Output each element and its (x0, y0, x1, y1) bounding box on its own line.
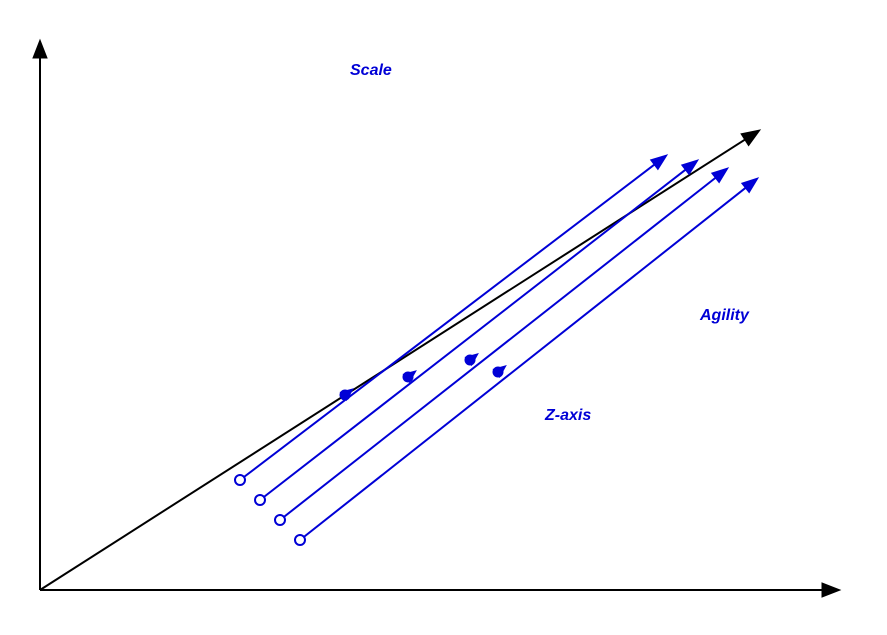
diagonal-arrows (235, 165, 745, 545)
x-label: Agility (699, 307, 750, 324)
arrow-line-3 (300, 188, 745, 540)
axes (40, 58, 822, 590)
y-label: Scale (350, 62, 392, 79)
arrow-line-1 (260, 170, 685, 500)
arrow-line-0 (240, 165, 654, 480)
z-label: Z-axis (544, 407, 591, 424)
arrow-start-2 (275, 515, 285, 525)
arrow-line-2 (280, 178, 715, 520)
arrow-start-1 (255, 495, 265, 505)
arrow-start-3 (295, 535, 305, 545)
arrow-start-0 (235, 475, 245, 485)
